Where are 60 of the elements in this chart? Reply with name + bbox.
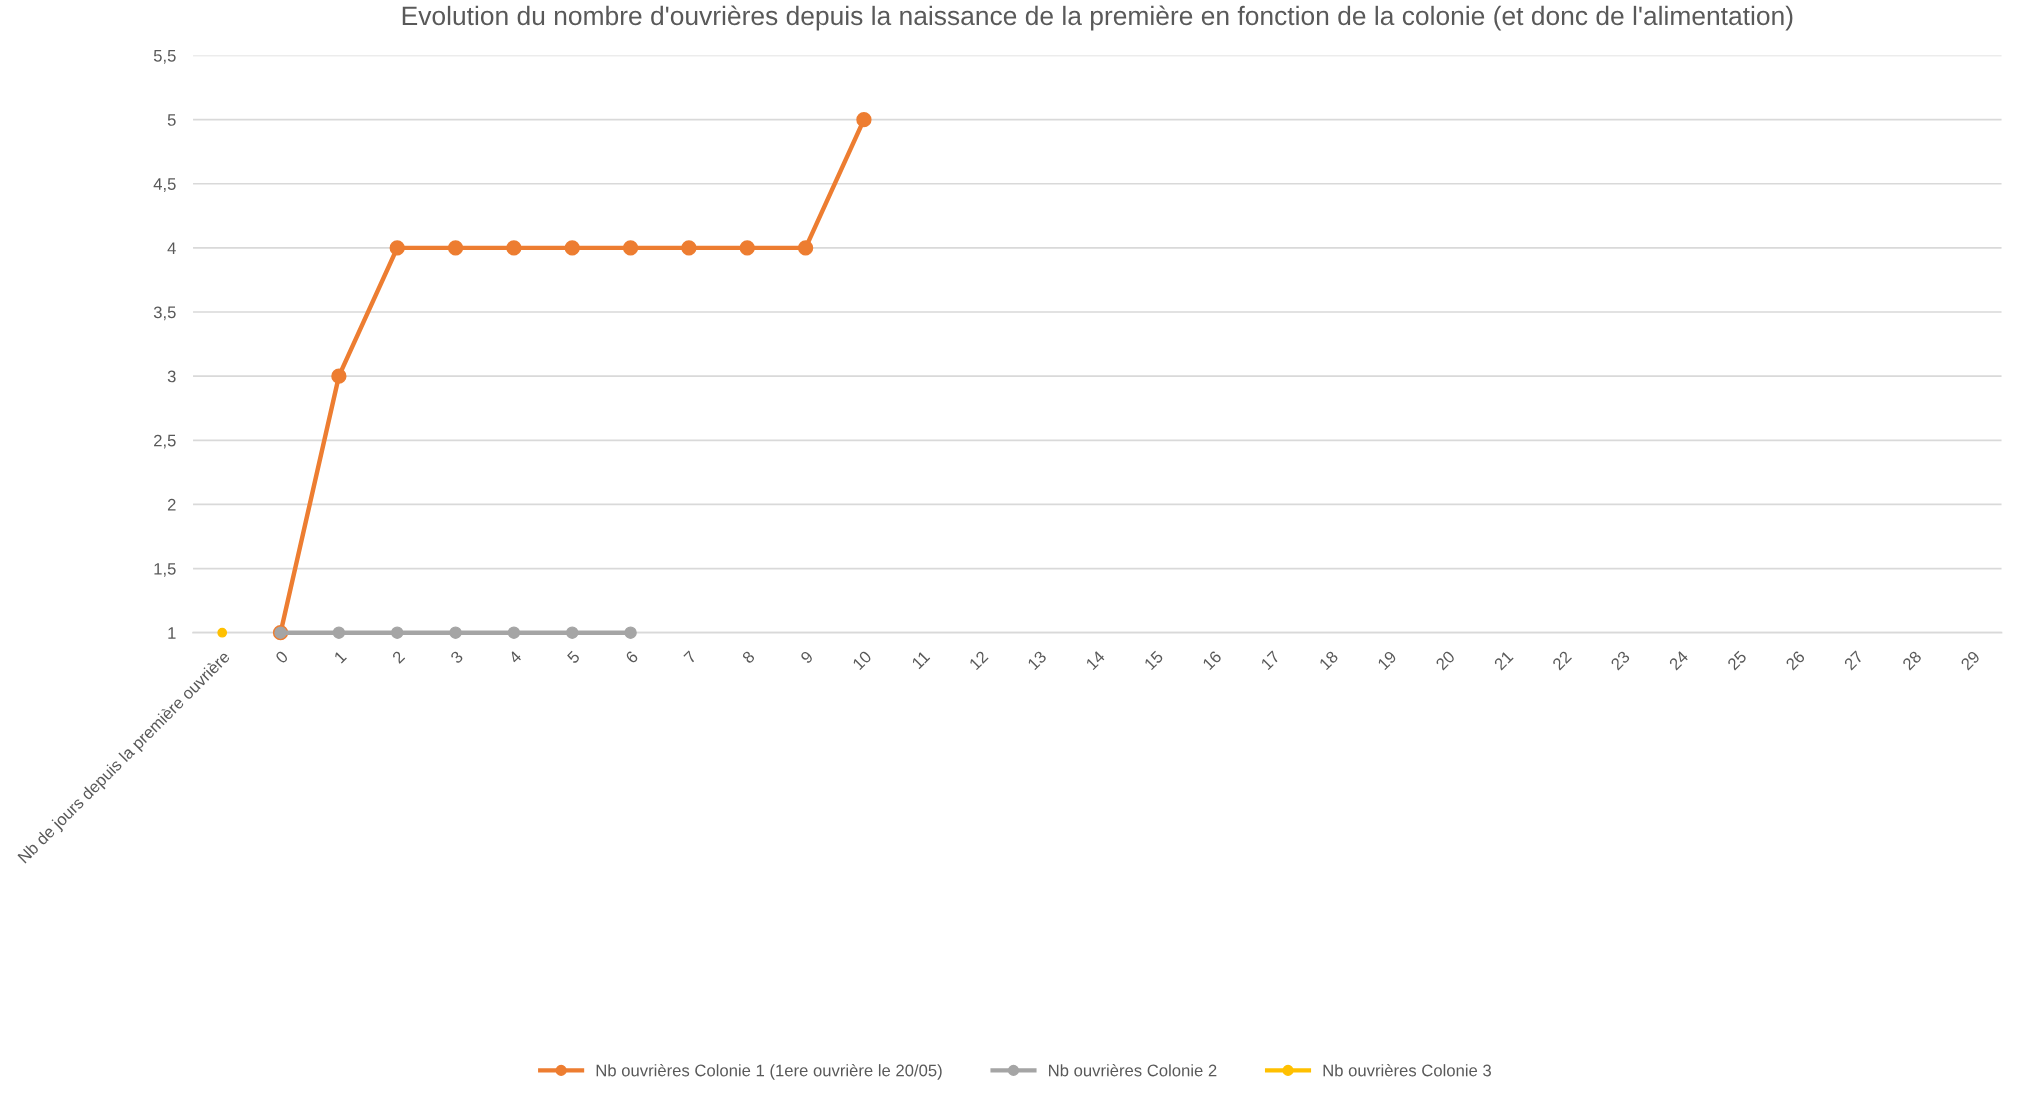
- point: [506, 240, 522, 256]
- x-tick-label: 18: [1318, 650, 1339, 671]
- x-tick-label: 29: [1960, 650, 1981, 671]
- x-tick-label: 28: [1901, 650, 1923, 671]
- x-tick-label: 1: [333, 650, 347, 664]
- point: [564, 240, 580, 256]
- x-tick-label: 7: [683, 650, 697, 664]
- y-tick-label: 4,5: [153, 178, 176, 192]
- point: [565, 626, 579, 639]
- x-tick-label: 20: [1435, 650, 1456, 671]
- x-tick-label: 25: [1726, 650, 1748, 671]
- point: [739, 240, 755, 256]
- legend-label: Nb ouvrières Colonie 2: [1049, 1063, 1217, 1077]
- y-tick-label: 5: [167, 114, 176, 126]
- x-tick-label: 5: [566, 650, 581, 665]
- x-tick-label: 2: [391, 650, 406, 664]
- x-tick-label: 26: [1785, 650, 1806, 671]
- point: [332, 626, 346, 639]
- x-tick-label: 12: [968, 650, 989, 671]
- x-tick-label: 15: [1143, 650, 1164, 671]
- point: [447, 240, 464, 256]
- x-tick-label: 6: [624, 650, 639, 664]
- point: [449, 626, 462, 639]
- point: [622, 240, 639, 256]
- x-tick-label: 14: [1085, 650, 1106, 671]
- y-tick-label: 2: [167, 498, 176, 511]
- x-tick-label: 19: [1377, 650, 1398, 671]
- y-tick-label: 1,5: [154, 563, 176, 577]
- point: [389, 240, 405, 256]
- chart-title: Evolution du nombre d'ouvrières depuis la naissance de la première en fonction de la colonie (et donc de l'alimentation): [402, 5, 1793, 31]
- y-tick-label: 3,5: [153, 306, 176, 321]
- x-tick-label: 27: [1843, 650, 1864, 671]
- point: [507, 626, 521, 639]
- point: [681, 240, 697, 256]
- point: [331, 368, 347, 384]
- x-tick-label: 11: [911, 650, 931, 670]
- x-tick-label: 4: [508, 650, 523, 665]
- x-tick-label: 23: [1610, 650, 1631, 671]
- x-tick-label: 24: [1668, 650, 1689, 671]
- point: [797, 240, 814, 256]
- x-tick-label: 16: [1202, 650, 1223, 671]
- point: [624, 626, 637, 639]
- y-tick-label: 5,5: [153, 50, 176, 64]
- legend-label: Nb ouvrières Colonie 1 (1ere ouvrière le 20/05): [596, 1063, 942, 1080]
- x-tick-label: 8: [741, 650, 756, 665]
- x-tick-label: 9: [799, 650, 814, 665]
- x-tick-label: 22: [1551, 650, 1572, 671]
- x-tick-label: 3: [449, 650, 464, 665]
- y-tick-label: 3: [167, 370, 176, 383]
- point: [856, 111, 872, 128]
- x-tick-label: 0: [274, 650, 289, 665]
- x-tick-label: 10: [852, 650, 873, 671]
- legend-label: Nb ouvrières Colonie 3: [1323, 1063, 1491, 1077]
- point: [390, 626, 404, 639]
- y-tick-label: 1: [168, 627, 176, 639]
- x-tick-label: 17: [1260, 650, 1281, 671]
- y-tick-label: 2,5: [154, 434, 176, 449]
- y-tick-label: 4: [167, 242, 176, 254]
- x-tick-label: 13: [1027, 650, 1048, 671]
- x-tick-label: 21: [1493, 650, 1514, 671]
